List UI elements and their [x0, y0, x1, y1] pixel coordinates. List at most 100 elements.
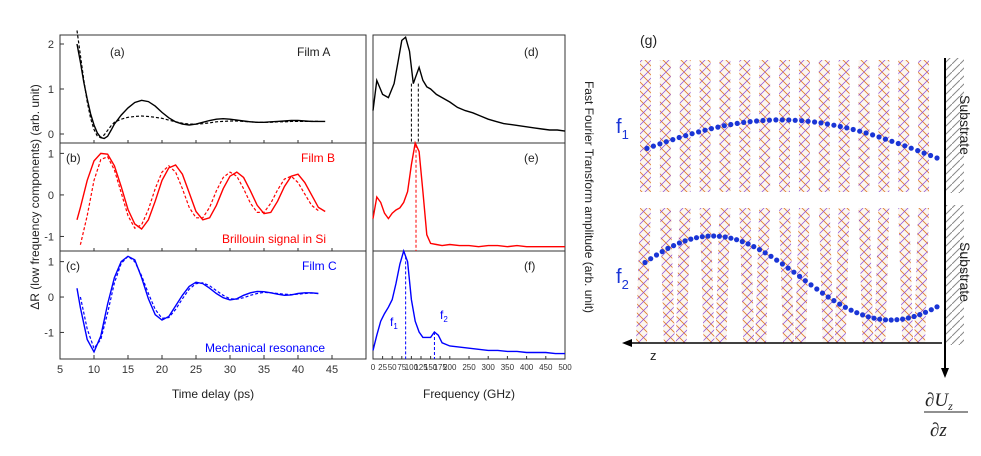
- mode-label-f2: f2: [616, 266, 629, 292]
- mode-f2-dot: [751, 244, 757, 250]
- mode-f1-dot: [721, 123, 727, 129]
- mode-f1-dot: [915, 148, 921, 154]
- mode-f2-dot: [728, 235, 734, 241]
- mode-f2-dot: [791, 269, 797, 275]
- time-xtick-label-2: 15: [122, 364, 134, 376]
- panel-c-series-measured: [76, 255, 319, 354]
- mode-f1-dot: [676, 134, 682, 141]
- mode-f2-dot: [848, 307, 854, 313]
- mode-f2-dot: [762, 250, 768, 256]
- mode-f1-dot: [934, 155, 940, 161]
- mode-f2-dot: [819, 290, 826, 296]
- mode-f2-dot: [894, 317, 900, 323]
- mode-f1-dot: [728, 121, 734, 128]
- mode-f2-dot: [814, 286, 820, 292]
- derivative-denominator: ∂z: [930, 420, 947, 441]
- mode-f2-dot: [871, 315, 877, 321]
- mode-f2-dot: [877, 316, 883, 322]
- panel-c-ytick-label-2: 1: [48, 257, 54, 269]
- mode-f2-dot: [676, 240, 683, 246]
- mode-f2-dot: [642, 259, 648, 266]
- time-xtick-label-3: 20: [156, 364, 168, 376]
- time-xtick-label-0: 5: [57, 364, 63, 376]
- g-bot-strips-strip-4: [715, 208, 731, 343]
- mode-f1-dot: [754, 118, 760, 124]
- mode-f2-dot: [928, 307, 934, 313]
- mode-f2-dot: [911, 313, 917, 320]
- mode-f2-dot: [797, 273, 803, 279]
- mode-f2-dot: [734, 237, 740, 243]
- mode-f1-dot: [805, 118, 811, 124]
- g-bot-strips-strip-5: [739, 208, 755, 343]
- mode-f1-dot: [741, 119, 747, 125]
- mode-f1-dot: [818, 120, 824, 126]
- panel-c-frame: [59, 250, 367, 360]
- peak-label-f2: f2: [440, 308, 448, 324]
- mode-f2-dot: [842, 304, 849, 310]
- g-bot-strips-strip-9: [818, 208, 834, 343]
- panel-b-annotation: Film B: [301, 151, 335, 165]
- panel-b-annotation-2: Brillouin signal in Si: [222, 232, 326, 246]
- mode-f2-dot: [722, 234, 728, 240]
- mode-f2-dot: [693, 235, 700, 241]
- mode-f1-dot: [792, 117, 798, 123]
- g-top-strips-strip-8: [798, 60, 810, 192]
- mode-f2-dot: [785, 265, 791, 271]
- mode-f1-dot: [650, 143, 657, 149]
- panel-a-ytick-label-0: 0: [48, 129, 54, 141]
- mode-f1-dot: [779, 117, 785, 123]
- g-top-strips-strip-12: [878, 60, 890, 192]
- panel-c-series-fit: [79, 255, 319, 350]
- mode-label-f1: f1: [616, 116, 629, 142]
- panel-a-series-fit: [76, 30, 319, 139]
- mode-f1-dot: [747, 119, 753, 125]
- g-top-strips-strip-9: [818, 60, 830, 192]
- freq-xtick-label-12: 400: [520, 363, 534, 372]
- mode-f1-dot: [837, 123, 843, 130]
- mode-f2-dot: [768, 253, 774, 259]
- mode-f2-dot: [665, 245, 671, 251]
- mode-f2-dot: [659, 249, 665, 255]
- panel-c-ytick-label-0: -1: [44, 327, 54, 339]
- g-top-strips-strip-5: [739, 60, 751, 192]
- g-bot-strips-strip-7: [779, 208, 794, 343]
- freq-xtick-label-0: 0: [371, 363, 376, 372]
- g-bot-strips-strip-1: [659, 208, 675, 343]
- mode-f1-dot: [773, 117, 779, 123]
- peak-label-f1: f1: [390, 315, 398, 331]
- mode-f2-dot: [825, 294, 831, 300]
- panel-a-label: (a): [110, 45, 125, 59]
- panel-d-label: (d): [524, 45, 539, 59]
- g-bot-strips-strip-13: [898, 208, 914, 343]
- freq-xtick-label-10: 300: [482, 363, 496, 372]
- z-axis-label: z: [650, 348, 657, 363]
- g-top-strips-strip-2: [679, 60, 691, 192]
- panel-c-ytick-label-1: 0: [48, 292, 54, 304]
- mode-f1-dot: [863, 130, 869, 136]
- g-top-strips-strip-1: [659, 60, 671, 192]
- mode-f2-dot: [854, 310, 860, 316]
- time-xtick-label-6: 35: [258, 364, 270, 376]
- mode-f2-dot: [756, 247, 763, 253]
- freq-xtick-label-11: 350: [501, 363, 515, 372]
- panel-a-ytick-label-1: 1: [48, 84, 54, 96]
- panel-c-label: (c): [66, 259, 80, 273]
- derivative-numerator: ∂Uz: [925, 390, 953, 413]
- mode-f1-dot: [812, 119, 818, 125]
- g-bot-strips-strip-14: [914, 208, 930, 343]
- time-x-axis-label: Time delay (ps): [172, 387, 254, 401]
- panel-g-label: (g): [640, 32, 657, 48]
- g-top-strips-strip-0: [640, 60, 651, 192]
- panel-c-annotation: Film C: [302, 259, 337, 273]
- mode-f2-dot: [648, 256, 654, 262]
- panel-b-series-measured: [76, 152, 326, 230]
- mode-f2-dot: [774, 257, 780, 263]
- freq-xtick-label-3: 75: [397, 363, 406, 372]
- mode-f1-dot: [734, 120, 740, 126]
- mode-f2-dot: [905, 315, 912, 321]
- mode-f2-dot: [711, 233, 717, 239]
- mode-f1-dot: [876, 134, 882, 140]
- freq-xtick-label-2: 50: [388, 363, 397, 372]
- time-xtick-label-7: 40: [292, 364, 304, 376]
- mode-f2-dot: [922, 309, 929, 315]
